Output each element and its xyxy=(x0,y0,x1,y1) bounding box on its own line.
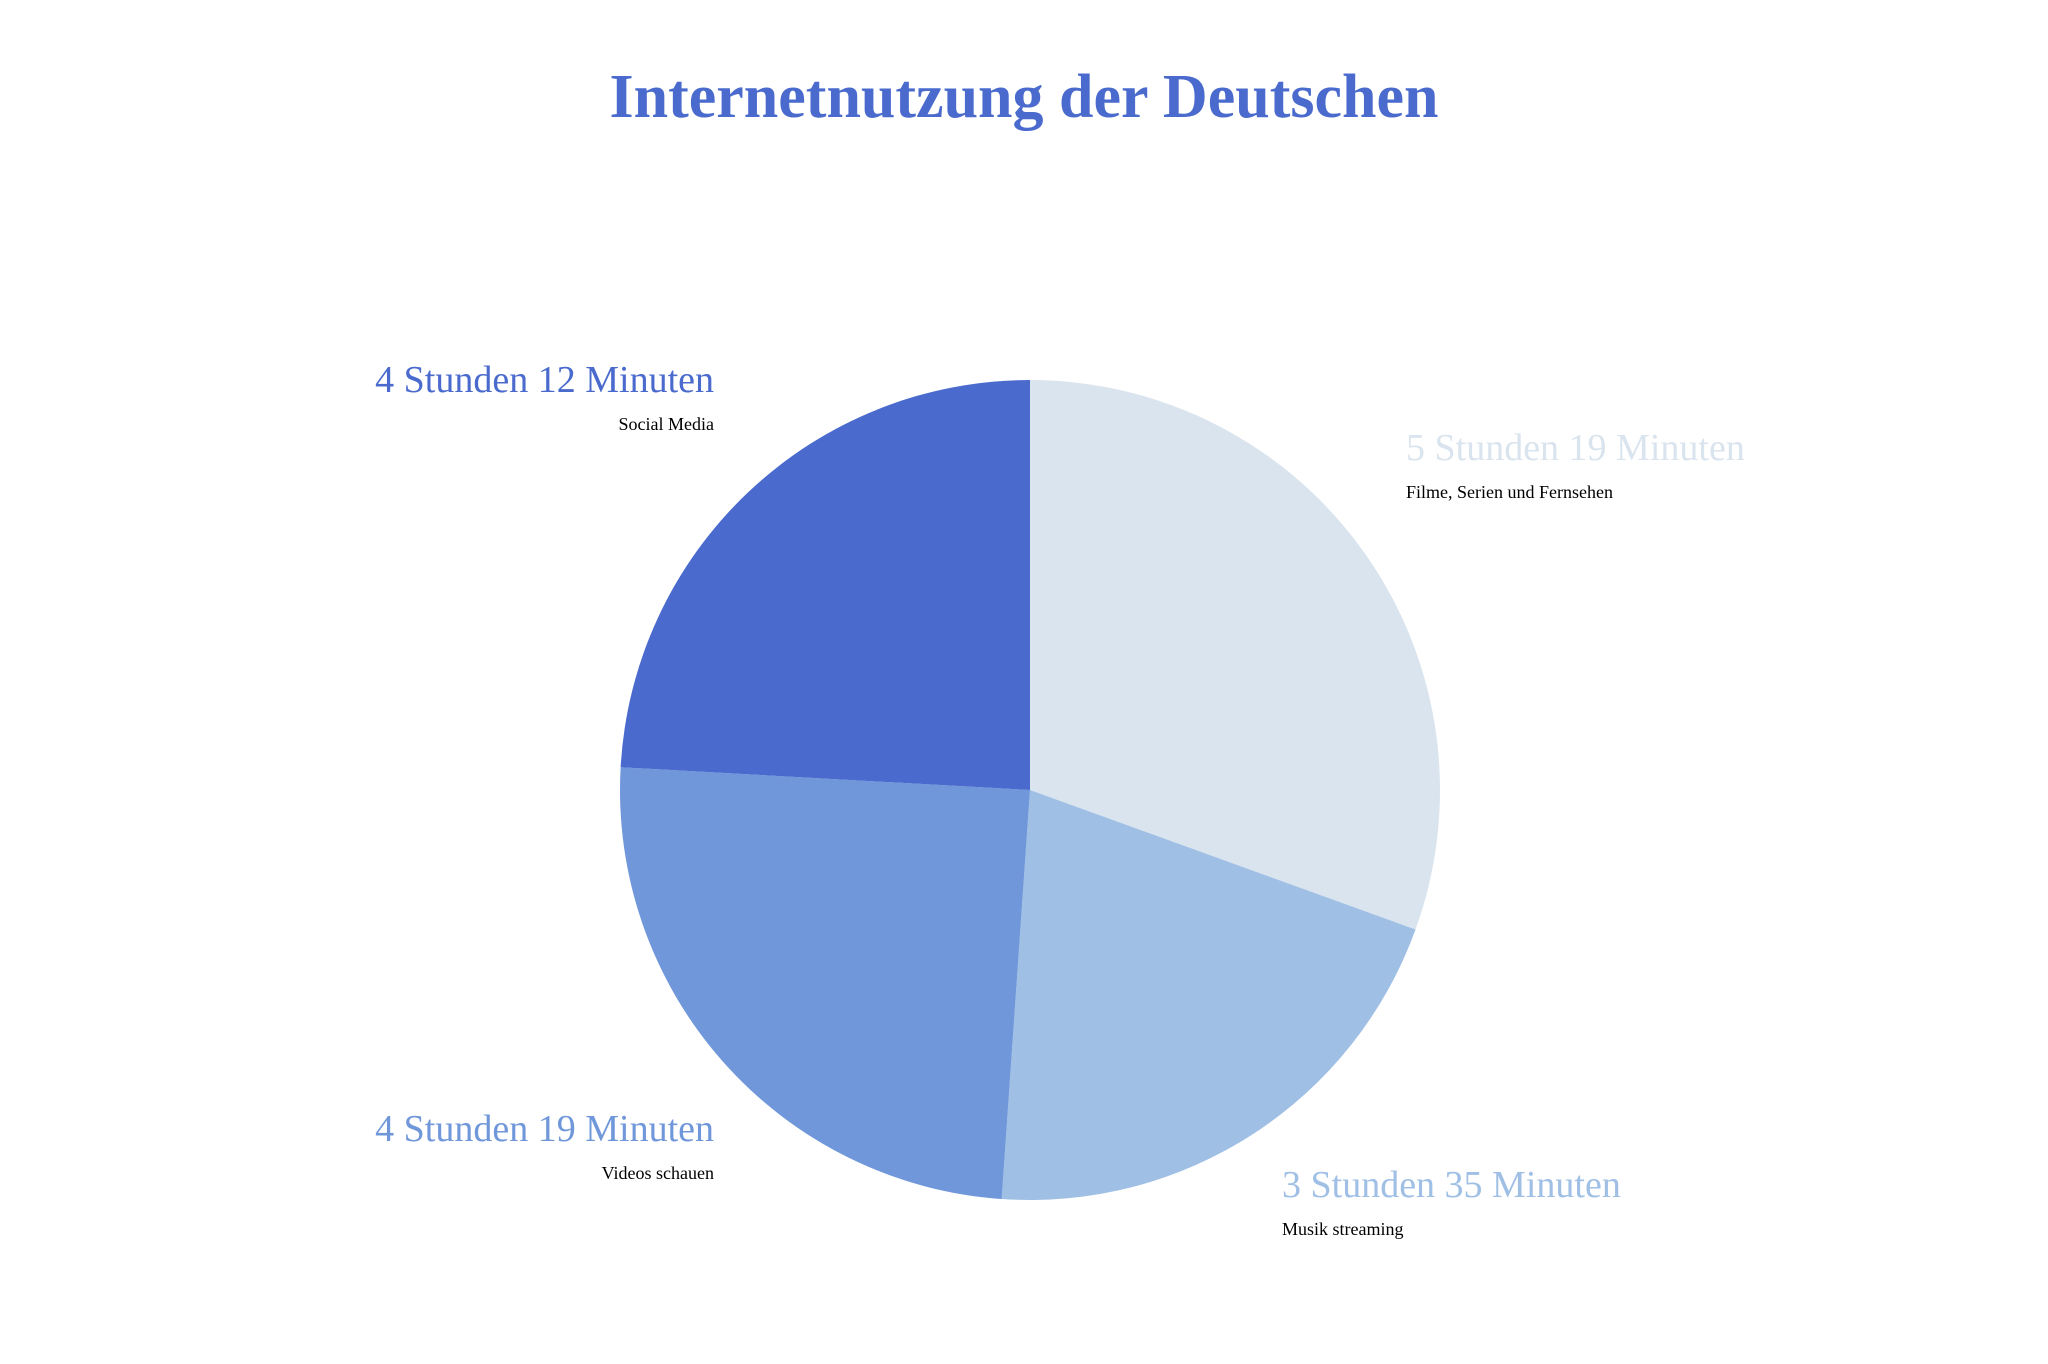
slice-name-filme: Filme, Serien und Fernsehen xyxy=(1406,482,1613,502)
slice-label-filme: 5 Stunden 19 Minuten Filme, Serien und F… xyxy=(1406,428,1826,503)
slice-label-musik: 3 Stunden 35 Minuten Musik streaming xyxy=(1282,1165,1702,1240)
pie-slice-musik xyxy=(1001,790,1416,1200)
slice-value-videos: 4 Stunden 19 Minuten xyxy=(375,1108,714,1150)
pie-slice-filme xyxy=(1030,380,1440,930)
slice-value-social-media: 4 Stunden 12 Minuten xyxy=(375,359,714,401)
slice-value-filme: 5 Stunden 19 Minuten xyxy=(1406,427,1745,469)
chart-title: Internetnutzung der Deutschen xyxy=(609,63,1439,131)
slice-label-videos: 4 Stunden 19 Minuten Videos schauen xyxy=(294,1109,714,1184)
slice-name-videos: Videos schauen xyxy=(601,1163,714,1183)
slice-name-musik: Musik streaming xyxy=(1282,1219,1404,1239)
pie-slice-videos xyxy=(620,767,1030,1200)
slice-name-social-media: Social Media xyxy=(618,414,714,434)
slice-label-social-media: 4 Stunden 12 Minuten Social Media xyxy=(294,360,714,435)
pie-slice-social-media xyxy=(620,380,1030,790)
slice-value-musik: 3 Stunden 35 Minuten xyxy=(1282,1164,1621,1206)
